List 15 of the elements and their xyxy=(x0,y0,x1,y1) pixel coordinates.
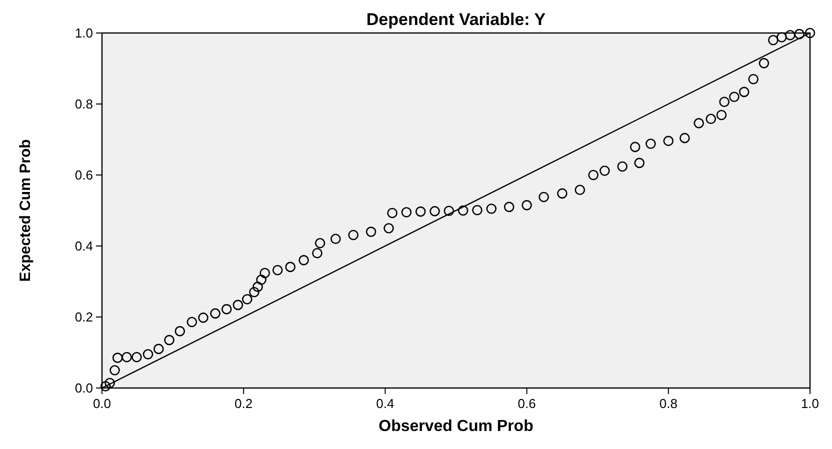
x-tick-label: 0.4 xyxy=(376,396,394,411)
y-tick-label: 0.0 xyxy=(74,380,93,396)
y-tick-label: 0.6 xyxy=(74,168,93,183)
x-tick-label: 1.0 xyxy=(800,396,820,411)
x-tick-label: 0.0 xyxy=(92,396,112,411)
y-tick-label: 0.8 xyxy=(74,96,93,112)
y-tick-label: 0.2 xyxy=(74,310,93,325)
x-tick-label: 0.6 xyxy=(518,396,536,411)
y-tick-label: 1.0 xyxy=(74,26,93,41)
x-tick-label: 0.2 xyxy=(234,396,253,411)
x-tick-label: 0.8 xyxy=(659,396,678,411)
y-axis-title: Expected Cum Prob xyxy=(17,139,34,282)
y-tick-label: 0.4 xyxy=(74,238,93,254)
x-axis-title: Observed Cum Prob xyxy=(378,418,534,435)
chart-title: Dependent Variable: Y xyxy=(366,10,546,29)
